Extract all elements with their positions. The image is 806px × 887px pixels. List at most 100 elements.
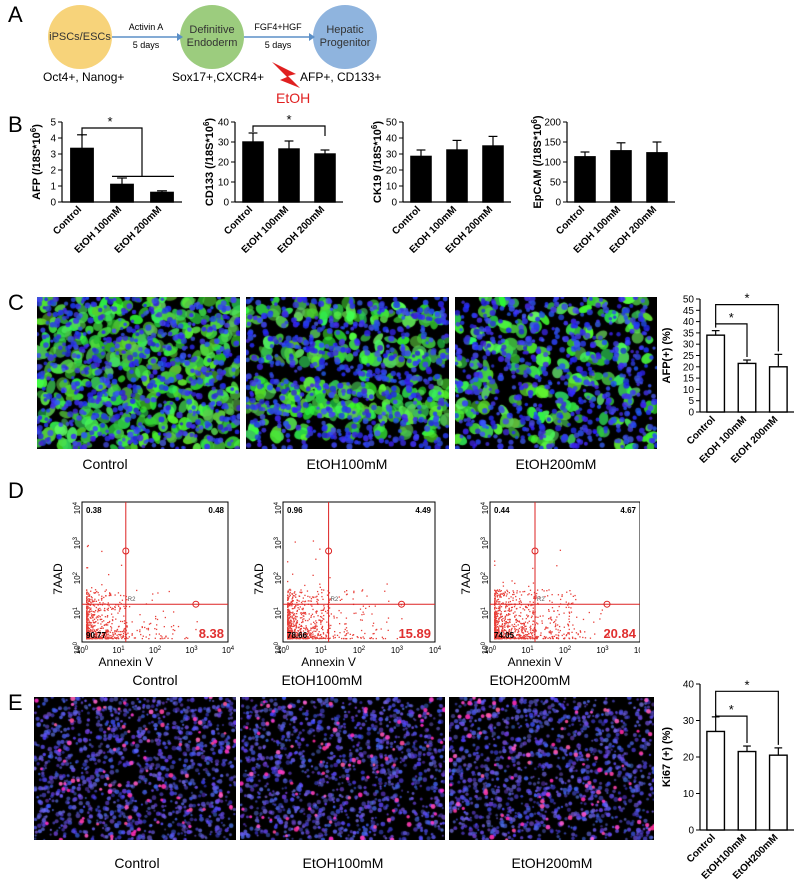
flow-dot bbox=[109, 637, 111, 640]
gate-label: R2 bbox=[331, 597, 339, 603]
flow-dot bbox=[95, 635, 97, 637]
flow-dot bbox=[287, 597, 289, 600]
flow-dot bbox=[551, 619, 553, 621]
flow-dot bbox=[550, 618, 552, 620]
flow-dot bbox=[507, 609, 509, 612]
flow-dot bbox=[388, 600, 390, 602]
flow-dot bbox=[355, 612, 357, 614]
flow-dot bbox=[87, 632, 90, 635]
flow-dot bbox=[105, 623, 108, 625]
flow-dot bbox=[530, 616, 533, 619]
flow-dot bbox=[124, 627, 126, 630]
flow-dot bbox=[116, 628, 119, 631]
flow-dot bbox=[530, 632, 532, 634]
y-tick-label: 10 bbox=[218, 178, 230, 189]
flow-dot bbox=[530, 636, 532, 638]
quadrant-handle bbox=[325, 547, 333, 555]
flow-dot bbox=[353, 590, 355, 592]
flow-dot bbox=[86, 629, 88, 631]
flow-dot bbox=[88, 636, 90, 638]
flow-dot bbox=[575, 598, 577, 601]
flow-dot bbox=[506, 605, 508, 607]
lightning-bolt-icon bbox=[272, 62, 300, 88]
flow-dot bbox=[322, 633, 325, 635]
flow-dot bbox=[91, 624, 93, 626]
flow-dot bbox=[302, 597, 304, 599]
flow-dot bbox=[89, 610, 91, 613]
flow-dot bbox=[116, 634, 118, 636]
flow-dot bbox=[124, 637, 126, 640]
sig-star: * bbox=[286, 112, 291, 127]
y-axis-label: CK19 (/18S*106) bbox=[370, 121, 384, 203]
flow-dot bbox=[496, 623, 499, 626]
flow-dot bbox=[155, 628, 158, 631]
flow-dot bbox=[292, 611, 294, 613]
flow-dot bbox=[86, 618, 88, 621]
flow-dot bbox=[133, 637, 136, 639]
flow-dot bbox=[106, 637, 109, 640]
flow-dot bbox=[510, 636, 513, 639]
flow-dot bbox=[289, 589, 292, 591]
flow-dot bbox=[566, 632, 569, 634]
flow-dot bbox=[88, 595, 91, 597]
flow-dot bbox=[120, 636, 122, 638]
flow-dot bbox=[532, 620, 535, 622]
flow-dot bbox=[291, 633, 294, 635]
flow-dot bbox=[303, 612, 306, 614]
flow-dot bbox=[525, 635, 527, 638]
flow-dot bbox=[544, 628, 546, 631]
flow-dot bbox=[523, 636, 525, 638]
flow-dot bbox=[290, 627, 292, 630]
flow-dot bbox=[289, 620, 291, 622]
flow-dot bbox=[322, 618, 324, 620]
flow-dot bbox=[108, 594, 110, 597]
flow-dot bbox=[100, 637, 102, 640]
flow-dot bbox=[535, 636, 537, 638]
flow-dot bbox=[162, 637, 164, 640]
flow-dot bbox=[299, 637, 301, 640]
flow-dot bbox=[287, 608, 290, 611]
flow-dot bbox=[88, 610, 90, 612]
flow-dot bbox=[288, 635, 290, 637]
flow-dot bbox=[86, 605, 89, 608]
flow-dot bbox=[321, 595, 323, 598]
flow-dot bbox=[103, 620, 105, 622]
flow-dot bbox=[555, 625, 557, 627]
flow-dot bbox=[289, 621, 291, 623]
flow-dot bbox=[521, 629, 523, 632]
flow-dot bbox=[307, 600, 309, 602]
flow-dot bbox=[503, 624, 505, 627]
flow-dot bbox=[526, 633, 529, 636]
flow-dot bbox=[522, 608, 524, 610]
flow-dot bbox=[496, 632, 498, 634]
y-axis-label: AFP (/18S*106) bbox=[29, 124, 43, 200]
flow-dot bbox=[498, 601, 500, 603]
flow-dot bbox=[111, 608, 113, 610]
flow-dot bbox=[86, 621, 88, 623]
flow-dot bbox=[105, 637, 107, 640]
bar bbox=[446, 149, 468, 203]
flow-dot bbox=[112, 635, 114, 638]
flow-dot bbox=[327, 609, 329, 612]
flow-dot bbox=[557, 637, 560, 640]
flow-dot bbox=[87, 635, 89, 637]
flow-dot bbox=[502, 585, 505, 587]
flow-dot bbox=[351, 637, 353, 639]
q3-value: 78.66 bbox=[287, 631, 308, 640]
flow-dot bbox=[511, 636, 514, 638]
flow-dot bbox=[588, 611, 590, 614]
flow-dot bbox=[504, 615, 507, 617]
flow-dot bbox=[517, 637, 520, 639]
flow-dot bbox=[95, 631, 97, 633]
flow-dot bbox=[292, 573, 294, 575]
flow-dot bbox=[287, 580, 289, 583]
flow-dot bbox=[103, 607, 106, 610]
flow-dot bbox=[494, 560, 496, 562]
flow-dot bbox=[86, 632, 88, 635]
flow-dot bbox=[86, 597, 88, 599]
flow-dot bbox=[509, 633, 511, 636]
flow-dot bbox=[293, 613, 296, 615]
flow-dot bbox=[302, 615, 304, 617]
flow-dot bbox=[111, 619, 114, 621]
